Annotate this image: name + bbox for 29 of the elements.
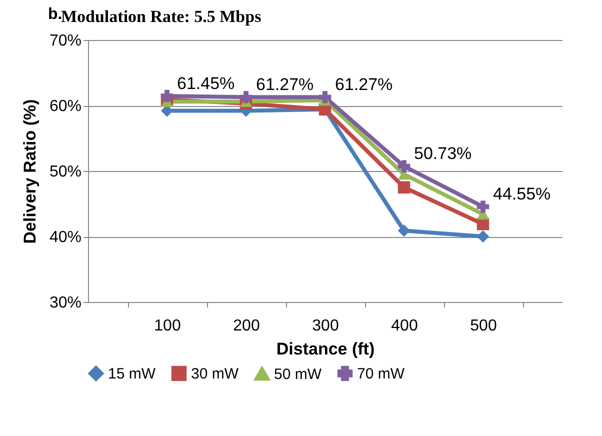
- y-tick-label: 30%: [49, 294, 82, 312]
- point: [318, 91, 332, 104]
- x-tick-label: 200: [233, 318, 260, 334]
- point: [160, 90, 174, 102]
- x-tick-label: 100: [154, 318, 181, 334]
- y-tick-label: 60%: [49, 98, 82, 115]
- legend-label: 50 mW: [274, 366, 322, 383]
- x-tick-label: 300: [312, 318, 339, 334]
- x-tick-label: 400: [391, 318, 418, 334]
- y-tick-label: 70%: [49, 32, 82, 50]
- point: [476, 200, 490, 213]
- legend-label: 30 mW: [191, 365, 240, 382]
- data-label: 61.45%: [177, 74, 235, 94]
- legend-label: 70 mW: [357, 365, 406, 382]
- y-tick-label: 40%: [49, 229, 82, 246]
- data-label: 61.27%: [256, 75, 314, 94]
- panel-letter: b.: [48, 6, 62, 24]
- y-tick-label: 50%: [49, 164, 82, 180]
- data-label: 50.73%: [414, 144, 472, 164]
- point: [398, 160, 410, 172]
- legend-label: 15 mW: [108, 365, 156, 382]
- x-axis-title: Distance (ft): [276, 340, 375, 358]
- point: [240, 91, 252, 104]
- point: [398, 181, 410, 194]
- data-label: 44.55%: [493, 184, 551, 204]
- x-tick-label: 500: [470, 318, 497, 334]
- chart-title: Modulation Rate: 5.5 Mbps: [60, 7, 262, 26]
- data-label: 61.27%: [335, 75, 393, 94]
- y-axis-title: Delivery Ratio (%): [20, 99, 40, 244]
